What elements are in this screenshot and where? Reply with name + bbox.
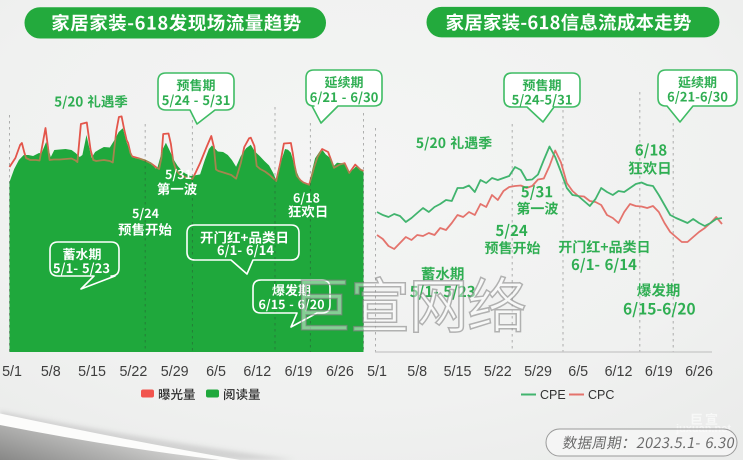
svg-text:6/12: 6/12	[243, 364, 271, 380]
svg-text:6/5: 6/5	[206, 364, 226, 380]
svg-text:6/12: 6/12	[605, 364, 633, 380]
svg-text:CPC: CPC	[588, 388, 614, 402]
svg-text:6/19: 6/19	[285, 364, 313, 380]
svg-text:6/26: 6/26	[685, 364, 713, 380]
svg-text:5/8: 5/8	[407, 364, 427, 380]
svg-text:5/15: 5/15	[444, 364, 472, 380]
svg-text:CPE: CPE	[540, 388, 566, 402]
svg-text:5/22: 5/22	[119, 364, 147, 380]
svg-text:5/22: 5/22	[484, 364, 512, 380]
svg-text:6/26: 6/26	[326, 364, 354, 380]
svg-text:5/8: 5/8	[41, 364, 61, 380]
svg-text:6/5: 6/5	[568, 364, 588, 380]
svg-text:5/15: 5/15	[78, 364, 106, 380]
svg-text:5/1: 5/1	[2, 364, 22, 380]
svg-text:5/29: 5/29	[161, 364, 189, 380]
svg-text:6/19: 6/19	[645, 364, 673, 380]
svg-text:5/1: 5/1	[367, 364, 387, 380]
svg-text:5/29: 5/29	[524, 364, 552, 380]
